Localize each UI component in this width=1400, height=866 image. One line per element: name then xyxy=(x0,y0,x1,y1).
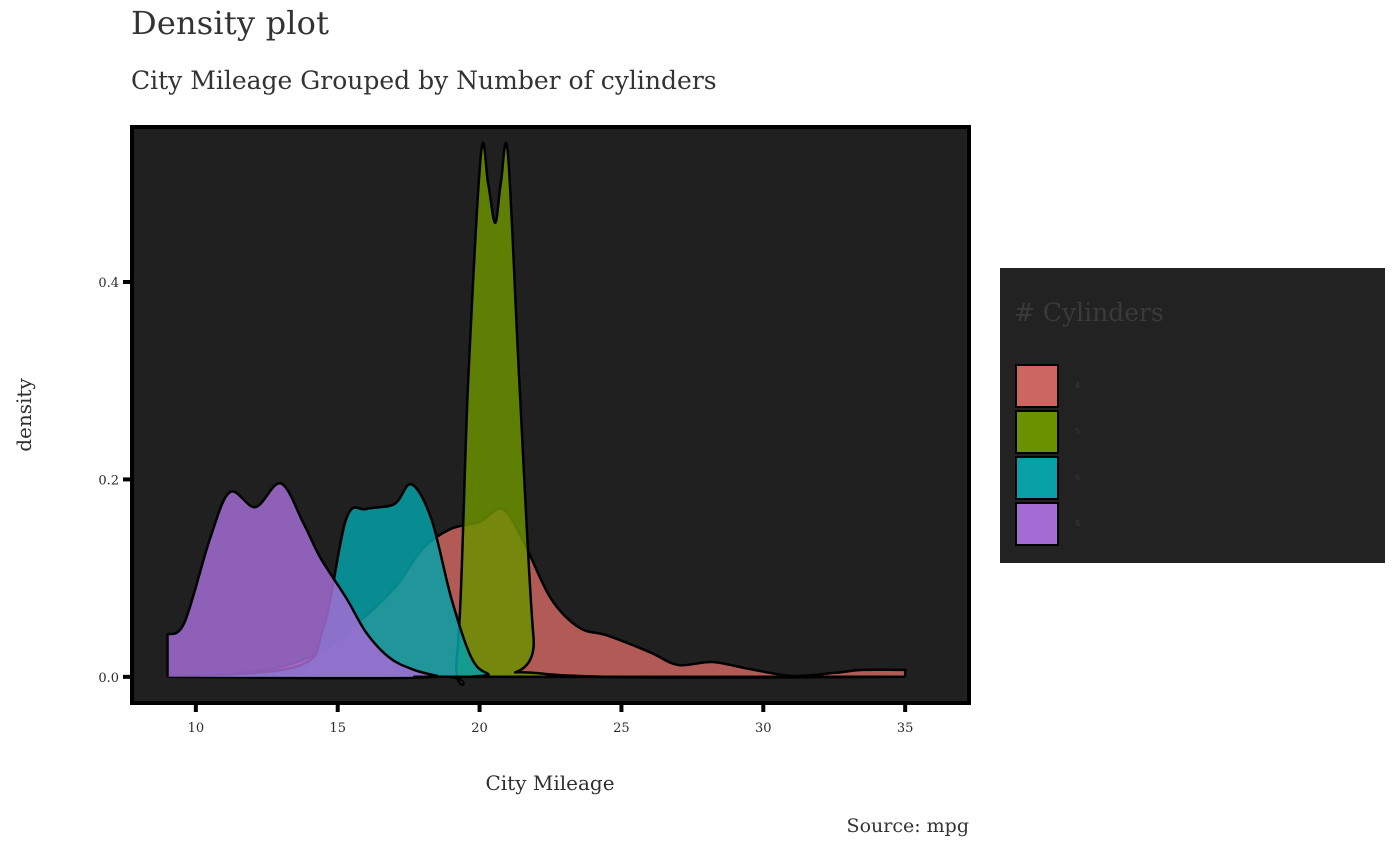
legend-title: # Cylinders xyxy=(1014,298,1164,327)
axis-layer: 10 15 20 25 30 35 0.0 0.2 0.4 xyxy=(98,276,913,736)
legend: # Cylinders 4 5 6 8 xyxy=(1000,268,1385,563)
density-series-layer xyxy=(166,141,907,686)
legend-key xyxy=(1015,456,1059,500)
x-tick-label: 10 xyxy=(188,721,205,736)
legend-item-6: 6 xyxy=(1015,456,1315,500)
y-tick-label: 0.4 xyxy=(98,276,119,291)
legend-key xyxy=(1015,410,1059,454)
legend-swatch xyxy=(1017,504,1057,544)
legend-item-8: 8 xyxy=(1015,502,1315,546)
legend-item-5: 5 xyxy=(1015,410,1315,454)
legend-swatch xyxy=(1017,366,1057,406)
legend-swatch xyxy=(1017,412,1057,452)
y-tick-label: 0.0 xyxy=(98,671,119,686)
legend-key xyxy=(1015,364,1059,408)
legend-key xyxy=(1015,502,1059,546)
y-axis-title: density xyxy=(12,378,36,452)
legend-label: 4 xyxy=(1075,381,1081,390)
chart-title: Density plot xyxy=(131,4,330,42)
legend-label: 5 xyxy=(1075,427,1081,436)
legend-swatch xyxy=(1017,458,1057,498)
chart-subtitle: City Mileage Grouped by Number of cylind… xyxy=(131,66,717,95)
x-tick-label: 35 xyxy=(897,721,914,736)
x-tick-label: 20 xyxy=(471,721,488,736)
x-tick-label: 30 xyxy=(755,721,772,736)
legend-label: 8 xyxy=(1075,519,1081,528)
x-axis-title: City Mileage xyxy=(485,771,614,795)
legend-label: 6 xyxy=(1075,473,1081,482)
chart-caption: Source: mpg xyxy=(846,815,969,837)
x-tick-label: 25 xyxy=(613,721,630,736)
density-area-8 xyxy=(167,483,906,677)
x-tick-label: 15 xyxy=(329,721,346,736)
density-line-8 xyxy=(166,482,906,679)
y-tick-label: 0.2 xyxy=(98,473,119,488)
legend-item-4: 4 xyxy=(1015,364,1315,408)
